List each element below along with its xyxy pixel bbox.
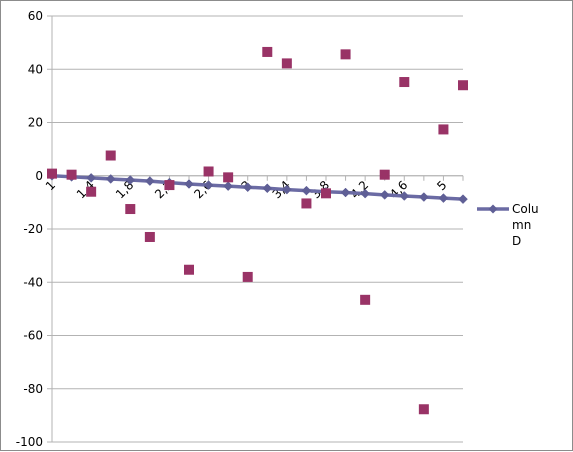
series-layer: [47, 46, 468, 415]
y-tick-label: 0: [35, 169, 43, 183]
y-tick-label: -60: [23, 329, 43, 343]
diamond-marker: [458, 194, 468, 205]
square-marker: [321, 188, 331, 199]
square-marker: [379, 169, 390, 180]
x-tick-label: 5: [434, 178, 449, 193]
x-tick-label: 1: [43, 178, 58, 193]
x-tick-label: 4,2: [348, 178, 371, 201]
diamond-marker: [399, 191, 410, 201]
square-marker: [281, 58, 292, 69]
y-tick-label: 20: [28, 116, 43, 130]
square-marker: [66, 169, 77, 180]
series-scatter: [47, 46, 468, 415]
diamond-marker: [360, 188, 370, 199]
y-tick-label: -80: [23, 382, 43, 396]
square-marker: [47, 168, 57, 179]
square-marker: [458, 80, 468, 91]
y-tick-label: -100: [16, 435, 43, 449]
x-tick-label: 2,6: [191, 178, 214, 201]
diamond-marker: [184, 179, 194, 189]
y-tick-label: -40: [23, 275, 43, 289]
square-marker: [184, 264, 194, 275]
square-marker: [418, 404, 429, 415]
diamond-marker: [301, 185, 312, 196]
diamond-marker: [86, 173, 96, 183]
square-marker: [164, 180, 175, 191]
diamond-marker: [223, 181, 233, 191]
square-marker: [242, 271, 253, 282]
legend-swatch-diamond: [488, 204, 498, 214]
square-marker: [360, 294, 371, 305]
diamond-marker: [242, 182, 253, 193]
diamond-marker: [145, 176, 155, 186]
legend-label-line: mn: [512, 218, 531, 232]
square-marker: [105, 150, 116, 161]
diamond-marker: [125, 175, 136, 185]
legend-label-line: D: [512, 234, 521, 248]
square-marker: [144, 231, 155, 242]
diamond-marker: [419, 192, 429, 202]
series-line: [51, 174, 464, 201]
series-column-d: [47, 170, 468, 205]
square-marker: [262, 46, 273, 57]
y-tick-label: -20: [23, 222, 43, 236]
square-marker: [399, 77, 410, 88]
diamond-marker: [282, 184, 292, 195]
square-marker: [438, 124, 449, 135]
square-marker: [340, 49, 351, 60]
diamond-marker: [438, 193, 449, 203]
diamond-marker: [379, 190, 390, 200]
square-marker: [125, 204, 136, 215]
legend: Colu mn D: [477, 202, 539, 248]
diamond-marker: [203, 180, 214, 190]
square-marker: [223, 172, 234, 183]
diamond-marker: [105, 174, 116, 184]
axes: 6040200-20-40-60-80-10011,41,82,22,633,4…: [16, 9, 464, 449]
legend-label-line: Colu: [512, 202, 539, 216]
square-marker: [86, 186, 97, 197]
y-tick-label: 60: [28, 9, 43, 23]
diamond-marker: [340, 187, 351, 198]
diamond-marker: [262, 183, 273, 194]
square-marker: [301, 198, 312, 209]
square-marker: [203, 166, 214, 177]
y-tick-label: 40: [28, 62, 43, 76]
